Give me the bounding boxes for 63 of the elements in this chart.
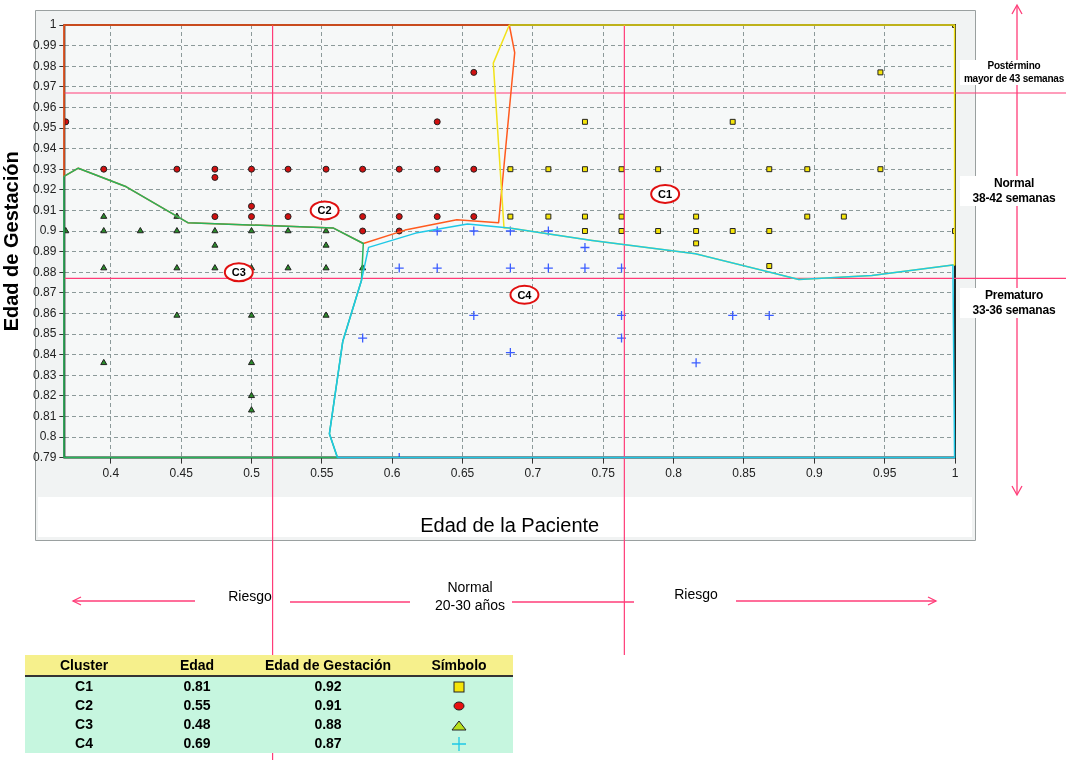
text: Prematuro 33-36 semanas <box>960 288 1068 318</box>
annotation: C4 <box>517 288 533 301</box>
text: 0.87 <box>313 734 343 753</box>
x-tick-label: 0.95 <box>872 466 897 481</box>
y-tick-label: 0.99 <box>33 37 57 52</box>
text: Edad <box>178 656 216 675</box>
text: Normal 38-42 semanas <box>960 176 1068 206</box>
y-tick-label: 0.96 <box>33 99 57 114</box>
y-tick-label: 0.95 <box>33 120 57 135</box>
y-tick-label: 0.79 <box>33 449 57 464</box>
text: 0.81 <box>182 677 212 696</box>
x-tick-label: 1 <box>951 466 959 481</box>
text: Símbolo <box>430 656 488 675</box>
text: 0.92 <box>313 677 343 696</box>
y-tick-label: 0.81 <box>33 408 57 423</box>
y-tick-label: 0.8 <box>39 429 57 444</box>
y-tick-label: 0.9 <box>39 223 57 238</box>
y-tick-label: 1 <box>49 17 57 32</box>
x-tick-label: 0.6 <box>383 466 401 481</box>
text: 0.91 <box>313 696 343 715</box>
text: 0.69 <box>182 734 212 753</box>
y-axis-title: Edad de Gestación <box>0 151 22 332</box>
x-tick-label: 0.85 <box>732 466 756 481</box>
text: Riesgo <box>673 585 719 604</box>
y-tick-label: 0.89 <box>33 243 57 258</box>
x-tick-label: 0.4 <box>102 466 120 481</box>
y-tick-label: 0.94 <box>33 140 57 155</box>
text: Edad de Gestación <box>263 656 392 675</box>
text: Postérmino mayor de 43 semanas <box>960 60 1068 85</box>
annotation: C2 <box>317 204 332 217</box>
x-tick-label: 0.5 <box>243 466 261 481</box>
text: 0.48 <box>182 715 212 734</box>
y-tick-label: 0.91 <box>33 202 57 217</box>
x-tick-label: 0.65 <box>450 466 475 481</box>
text: C1 <box>74 677 94 696</box>
text: 0.88 <box>313 715 343 734</box>
y-tick-label: 0.98 <box>33 58 57 73</box>
text: C3 <box>74 715 94 734</box>
y-tick-label: 0.97 <box>33 79 57 94</box>
y-tick-label: 0.84 <box>33 346 57 361</box>
x-tick-label: 0.45 <box>169 466 194 481</box>
x-axis-title: Edad de la Paciente <box>420 513 600 536</box>
y-tick-label: 0.85 <box>33 326 57 341</box>
y-tick-label: 0.83 <box>33 367 57 382</box>
y-tick-label: 0.82 <box>33 388 57 403</box>
text: C4 <box>74 734 94 753</box>
y-tick-label: 0.86 <box>33 305 57 320</box>
y-tick-label: 0.88 <box>33 264 57 279</box>
y-tick-label: 0.92 <box>33 182 57 197</box>
x-tick-label: 0.75 <box>591 466 616 481</box>
text: 0.55 <box>182 696 212 715</box>
x-tick-label: 0.55 <box>310 466 334 481</box>
x-tick-label: 0.8 <box>665 466 683 481</box>
y-tick-label: 0.93 <box>33 161 57 176</box>
x-tick-label: 0.7 <box>524 466 542 481</box>
text: C2 <box>74 696 94 715</box>
text: Cluster <box>58 656 110 675</box>
x-tick-label: 0.9 <box>805 466 823 481</box>
y-tick-label: 0.87 <box>33 285 57 300</box>
text: Riesgo <box>227 587 273 606</box>
annotation: C3 <box>231 266 246 279</box>
annotation: C1 <box>658 187 673 200</box>
text: Normal 20-30 años <box>433 578 507 615</box>
